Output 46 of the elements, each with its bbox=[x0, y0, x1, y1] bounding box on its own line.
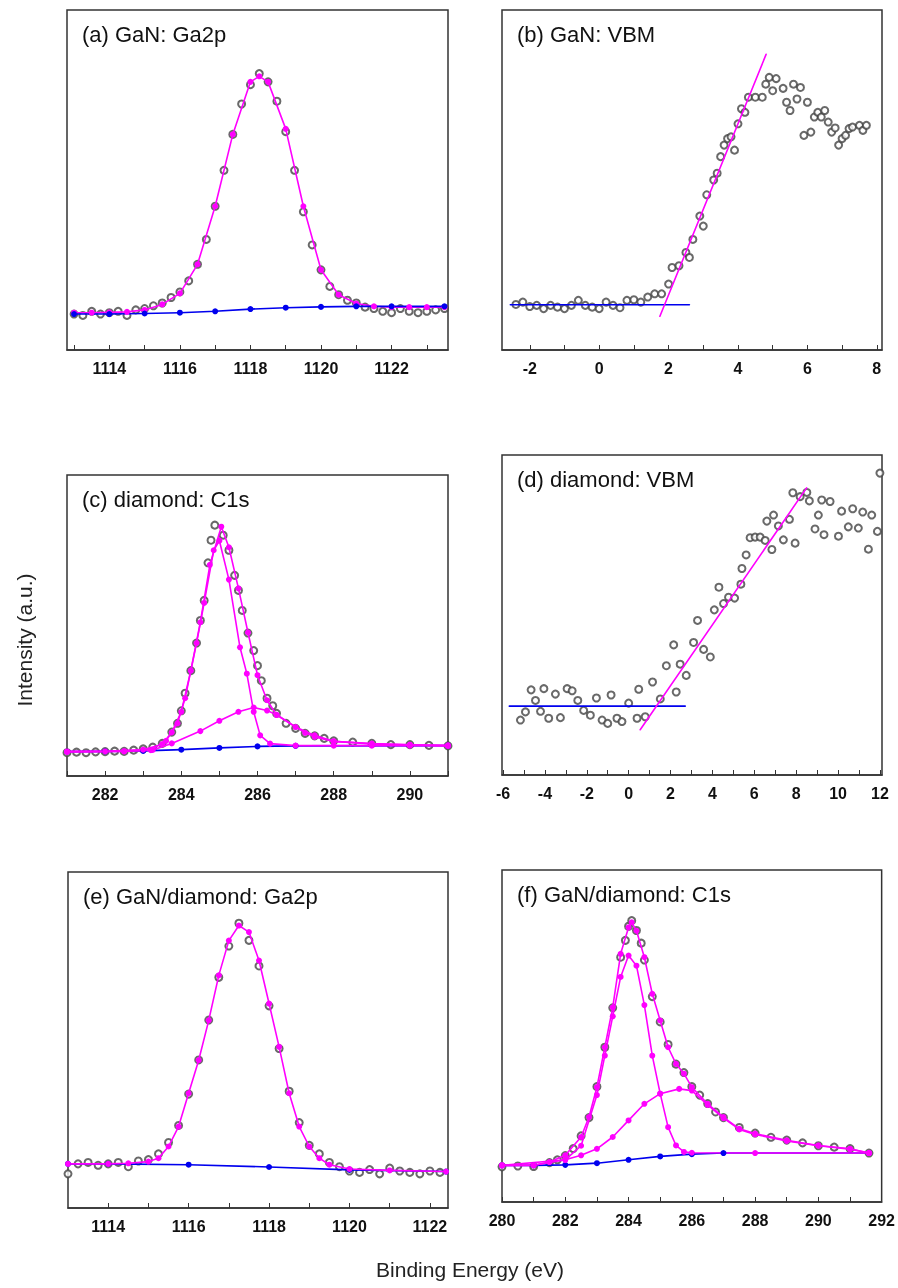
y-axis-title: Intensity (a.u.) bbox=[13, 573, 37, 707]
x-tick-label: 290 bbox=[396, 785, 424, 803]
x-tick-label: 1114 bbox=[92, 359, 127, 377]
x-tick-label: 1120 bbox=[332, 1217, 367, 1235]
x-tick-label: 292 bbox=[868, 1211, 896, 1229]
x-axis-title: Binding Energy (eV) bbox=[376, 1258, 564, 1282]
x-tick-label: 288 bbox=[320, 785, 348, 803]
x-tick-label: 1118 bbox=[233, 359, 268, 377]
x-tick-label: 1116 bbox=[171, 1217, 206, 1235]
x-tick-label: 290 bbox=[805, 1211, 832, 1229]
x-tick-label: 1122 bbox=[412, 1217, 448, 1235]
x-tick-label: 284 bbox=[615, 1211, 642, 1229]
chart-title: (b) GaN: VBM bbox=[517, 21, 656, 47]
x-tick-label: 282 bbox=[91, 785, 119, 803]
x-tick-label: 2 bbox=[664, 359, 674, 377]
x-tick-label: 4 bbox=[733, 359, 743, 377]
x-tick-label: 6 bbox=[749, 784, 759, 802]
x-tick-label: 284 bbox=[167, 785, 195, 803]
x-tick-label: 1114 bbox=[91, 1217, 126, 1235]
x-tick-label: -2 bbox=[522, 359, 537, 377]
x-tick-label: 8 bbox=[791, 784, 801, 802]
x-tick-label: 4 bbox=[707, 784, 717, 802]
x-tick-label: 0 bbox=[624, 784, 634, 802]
x-tick-label: 1116 bbox=[162, 359, 197, 377]
chart-title: (c) diamond: C1s bbox=[82, 486, 250, 512]
x-tick-label: -2 bbox=[579, 784, 594, 802]
x-tick-label: 10 bbox=[829, 784, 848, 802]
chart-title: (f) GaN/diamond: C1s bbox=[517, 881, 731, 907]
x-tick-label: -4 bbox=[537, 784, 553, 802]
x-tick-label: 288 bbox=[741, 1211, 769, 1229]
x-tick-label: 12 bbox=[871, 784, 889, 802]
x-tick-label: 286 bbox=[244, 785, 271, 803]
x-tick-label: 6 bbox=[802, 359, 812, 377]
x-tick-label: 8 bbox=[872, 359, 882, 377]
x-tick-label: 1120 bbox=[303, 359, 339, 377]
x-tick-label: 282 bbox=[551, 1211, 579, 1229]
x-tick-label: 0 bbox=[594, 359, 604, 377]
chart-title: (a) GaN: Ga2p bbox=[82, 21, 227, 47]
chart-title: (e) GaN/diamond: Ga2p bbox=[83, 883, 318, 909]
x-tick-label: 1118 bbox=[252, 1217, 287, 1235]
x-tick-label: 286 bbox=[678, 1211, 706, 1229]
x-tick-label: 1122 bbox=[374, 359, 410, 377]
x-tick-label: 2 bbox=[666, 784, 676, 802]
chart-title: (d) diamond: VBM bbox=[517, 466, 695, 492]
x-tick-label: 280 bbox=[488, 1211, 516, 1229]
x-tick-label: -6 bbox=[495, 784, 511, 802]
